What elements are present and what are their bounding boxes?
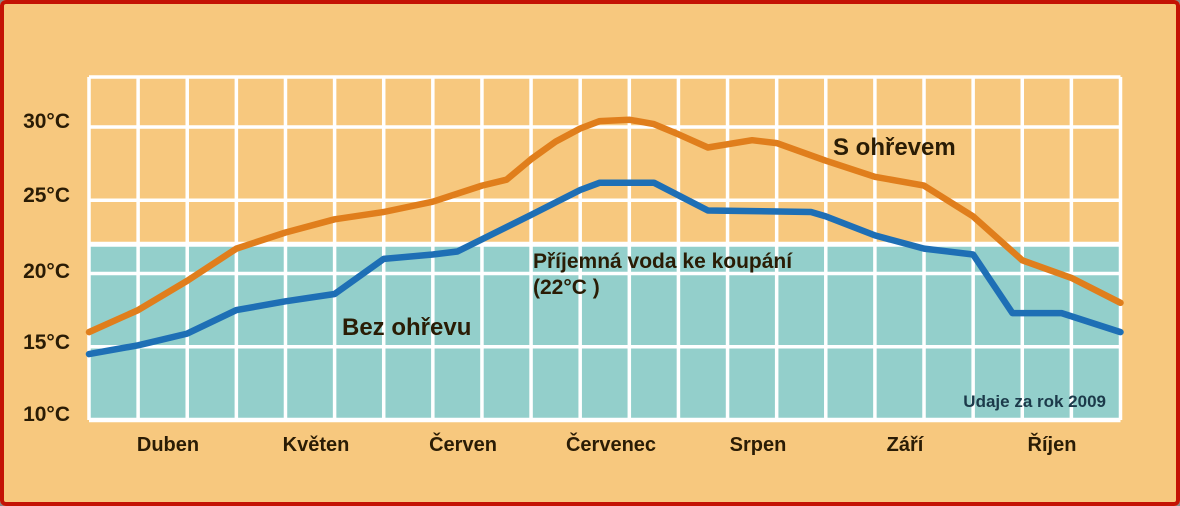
comfort-band-label: Příjemná voda ke koupání (22°C )	[533, 249, 792, 301]
x-label-cervenec: Červenec	[565, 434, 657, 456]
x-label-kveten: Květen	[282, 434, 350, 456]
series-label-s-ohrevem: S ohřevem	[833, 134, 956, 161]
x-label-cerven: Červen	[429, 434, 497, 456]
series-label-bez-ohrevu: Bez ohřevu	[342, 314, 472, 341]
y-tick-30: 30°C	[23, 110, 70, 133]
x-label-zari: Září	[886, 434, 924, 456]
y-tick-10: 10°C	[23, 403, 70, 426]
comfort-band-label-line2: (22°C )	[533, 276, 600, 299]
y-tick-25: 25°C	[23, 184, 70, 207]
y-tick-20: 20°C	[23, 260, 70, 283]
series-line-bez-ohrevu	[85, 179, 1124, 358]
x-label-duben: Duben	[136, 434, 200, 456]
comfort-band-label-line1: Příjemná voda ke koupání	[533, 250, 793, 273]
series-line-s-ohrevem	[85, 116, 1124, 336]
footnote: Udaje za rok 2009	[963, 392, 1106, 411]
x-label-srpen: Srpen	[729, 434, 787, 456]
y-tick-15: 15°C	[23, 331, 70, 354]
x-label-rijen: Říjen	[1027, 434, 1077, 456]
